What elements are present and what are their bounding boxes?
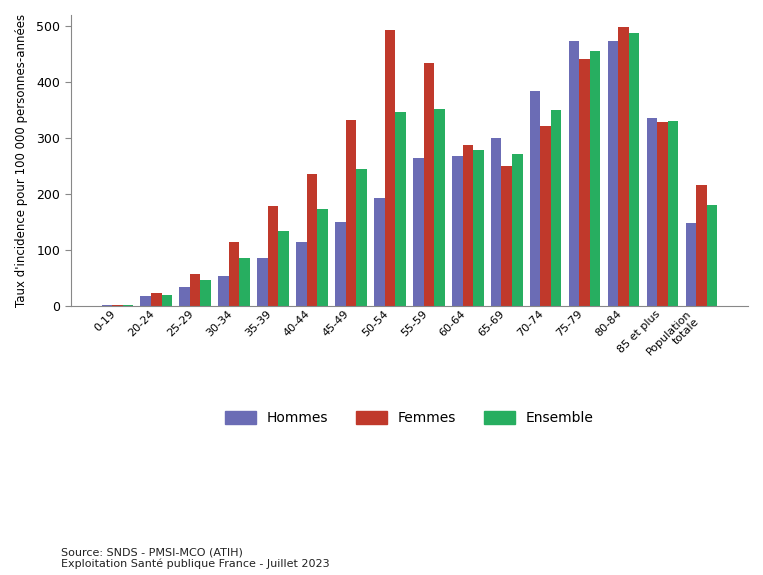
Bar [608, 41, 618, 306]
Bar [413, 158, 423, 306]
Bar [374, 198, 385, 306]
Text: Source: SNDS - PMSI-MCO (ATIH)
Exploitation Santé publique France - Juillet 2023: Source: SNDS - PMSI-MCO (ATIH) Exploitat… [61, 547, 330, 569]
Bar [112, 305, 123, 306]
Bar [278, 231, 289, 306]
Bar [257, 258, 268, 306]
Bar [123, 305, 133, 306]
Bar [395, 112, 406, 306]
Bar [657, 122, 668, 306]
Bar [151, 293, 162, 306]
Bar [101, 305, 112, 306]
Bar [512, 154, 523, 306]
Bar [590, 51, 600, 306]
Bar [473, 150, 484, 306]
Bar [668, 121, 678, 306]
Bar [356, 169, 367, 306]
Bar [629, 33, 639, 306]
Bar [452, 156, 462, 306]
Bar [647, 118, 657, 306]
Bar [707, 205, 717, 306]
Bar [307, 174, 317, 306]
Bar [579, 59, 590, 306]
Legend: Hommes, Femmes, Ensemble: Hommes, Femmes, Ensemble [220, 406, 599, 431]
Bar [423, 63, 434, 306]
Bar [346, 120, 356, 306]
Bar [686, 223, 696, 306]
Bar [434, 109, 445, 306]
Bar [551, 110, 562, 306]
Bar [385, 30, 395, 306]
Bar [540, 126, 551, 306]
Y-axis label: Taux d'incidence pour 100 000 personnes-années: Taux d'incidence pour 100 000 personnes-… [15, 14, 28, 307]
Bar [462, 145, 473, 306]
Bar [296, 242, 307, 306]
Bar [317, 209, 328, 306]
Bar [501, 166, 512, 306]
Bar [179, 288, 190, 306]
Bar [335, 222, 346, 306]
Bar [696, 185, 707, 306]
Bar [530, 91, 540, 306]
Bar [491, 138, 501, 306]
Bar [190, 274, 201, 306]
Bar [569, 41, 579, 306]
Bar [218, 276, 229, 306]
Bar [201, 280, 211, 306]
Bar [140, 296, 151, 306]
Bar [268, 206, 278, 306]
Bar [162, 295, 172, 306]
Bar [229, 242, 240, 306]
Bar [618, 27, 629, 306]
Bar [240, 258, 250, 306]
